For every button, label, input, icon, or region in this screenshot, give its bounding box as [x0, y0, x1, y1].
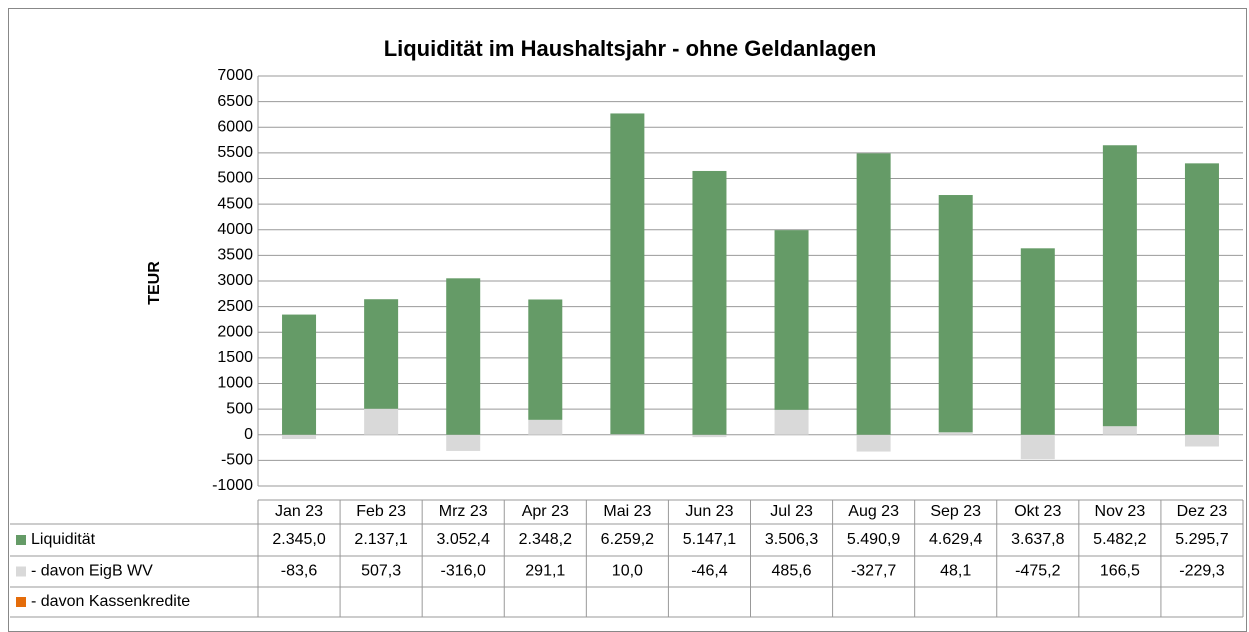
y-tick-label: 7000: [217, 67, 253, 84]
data-label: 5.490,9: [847, 531, 900, 548]
data-label: 2.137,1: [354, 531, 407, 548]
y-tick-label: 500: [226, 400, 253, 417]
bar: [1020, 434, 1055, 460]
data-label: -327,7: [851, 563, 896, 580]
data-label: -229,3: [1179, 563, 1224, 580]
bar: [282, 314, 317, 435]
bar: [528, 419, 563, 435]
data-label: 5.295,7: [1175, 531, 1228, 548]
y-tick-label: 6500: [217, 93, 253, 110]
bar: [282, 434, 317, 440]
y-tick-label: 6000: [217, 118, 253, 135]
x-tick-label: Mai 23: [603, 503, 651, 520]
x-tick-label: Feb 23: [356, 503, 406, 520]
data-label: 3.506,3: [765, 531, 818, 548]
y-tick-label: 1500: [217, 349, 253, 366]
x-tick-label: Nov 23: [1095, 503, 1146, 520]
data-label: -46,4: [691, 563, 728, 580]
bar: [1184, 163, 1219, 435]
data-label: -316,0: [441, 563, 486, 580]
legend-label: Liquidität: [31, 531, 96, 548]
legend-swatch: [16, 566, 26, 577]
bar: [446, 278, 481, 435]
bar: [1102, 426, 1137, 435]
y-tick-label: 0: [244, 426, 253, 443]
bar: [856, 434, 891, 452]
bar: [1020, 248, 1055, 435]
x-tick-label: Jul 23: [770, 503, 813, 520]
legend-label: - davon Kassenkredite: [31, 593, 190, 610]
y-tick-label: 5000: [217, 170, 253, 187]
legend-swatch: [16, 597, 26, 607]
y-tick-label: 2000: [217, 323, 253, 340]
legend-swatch: [16, 535, 26, 545]
x-tick-label: Sep 23: [930, 503, 981, 520]
y-tick-label: 3500: [217, 247, 253, 264]
bar: [938, 195, 973, 433]
bar: [364, 299, 399, 409]
y-axis-label: TEUR: [146, 261, 163, 305]
data-label: -83,6: [281, 563, 318, 580]
x-tick-label: Aug 23: [848, 503, 899, 520]
bar: [610, 434, 645, 435]
bar: [528, 299, 563, 420]
bar: [692, 434, 727, 438]
data-label: 2.348,2: [519, 531, 572, 548]
bar: [856, 153, 891, 435]
bar: [938, 432, 973, 435]
data-label: 485,6: [772, 563, 812, 580]
bar: [364, 408, 399, 435]
y-tick-label: 4000: [217, 221, 253, 238]
bar: [774, 409, 809, 435]
y-tick-label: 2500: [217, 298, 253, 315]
bar: [692, 170, 727, 435]
x-tick-label: Dez 23: [1177, 503, 1228, 520]
data-label: 2.345,0: [272, 531, 325, 548]
data-label: 507,3: [361, 563, 401, 580]
bar: [1184, 434, 1219, 447]
bar: [446, 434, 481, 451]
x-tick-label: Jun 23: [685, 503, 733, 520]
y-tick-label: -1000: [212, 477, 253, 494]
bar: [774, 230, 809, 410]
y-tick-label: 3000: [217, 272, 253, 289]
data-label: 4.629,4: [929, 531, 982, 548]
y-tick-label: -500: [221, 452, 253, 469]
data-label: 166,5: [1100, 563, 1140, 580]
chart-title: Liquidität im Haushaltsjahr - ohne Gelda…: [384, 36, 877, 61]
data-label: 48,1: [940, 563, 971, 580]
data-label: 291,1: [525, 563, 565, 580]
data-label: 10,0: [612, 563, 643, 580]
x-tick-label: Jan 23: [275, 503, 323, 520]
y-tick-label: 5500: [217, 144, 253, 161]
legend-label: - davon EigB WV: [31, 563, 153, 580]
y-tick-label: 4500: [217, 195, 253, 212]
data-label: 5.482,2: [1093, 531, 1146, 548]
bar: [610, 113, 645, 435]
bar: [1102, 145, 1137, 427]
x-tick-label: Okt 23: [1014, 503, 1061, 520]
data-label: 3.052,4: [437, 531, 490, 548]
data-label: 6.259,2: [601, 531, 654, 548]
data-label: 5.147,1: [683, 531, 736, 548]
y-tick-label: 1000: [217, 375, 253, 392]
x-tick-label: Apr 23: [522, 503, 569, 520]
data-label: 3.637,8: [1011, 531, 1064, 548]
data-label: -475,2: [1015, 563, 1060, 580]
x-tick-label: Mrz 23: [439, 503, 488, 520]
